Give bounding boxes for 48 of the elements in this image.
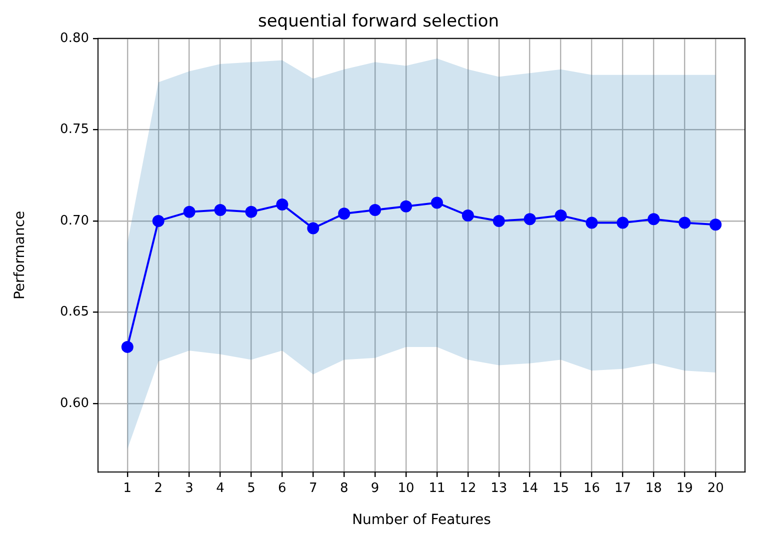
x-tick-label: 11 <box>428 481 446 496</box>
x-tick-label: 10 <box>398 481 414 496</box>
x-tick-label: 2 <box>154 481 163 496</box>
x-tick-label: 1 <box>123 481 132 496</box>
x-tick-label: 18 <box>645 481 662 496</box>
point <box>492 214 505 227</box>
x-tick-label: 13 <box>490 481 508 496</box>
point <box>430 196 443 209</box>
point <box>524 213 536 226</box>
point <box>276 198 288 211</box>
x-tick-label: 16 <box>583 481 600 496</box>
y-tick-label: 0.70 <box>60 213 89 228</box>
point <box>678 216 691 229</box>
x-tick-label: 20 <box>707 481 724 496</box>
x-tick-label: 14 <box>522 481 538 496</box>
x-tick-label: 15 <box>552 481 570 496</box>
point <box>121 340 134 353</box>
x-axis-title: Number of Features <box>352 512 491 528</box>
y-axis-title: Performance <box>12 210 28 300</box>
point <box>462 209 474 222</box>
x-tick-label: 9 <box>370 481 380 496</box>
point <box>586 216 598 229</box>
point <box>710 218 722 231</box>
point <box>400 200 412 212</box>
point <box>648 213 660 226</box>
x-tick-label: 4 <box>216 481 224 496</box>
chart-title: sequential forward selection <box>258 12 500 32</box>
point <box>616 216 629 229</box>
x-tick-label: 12 <box>460 481 476 496</box>
y-tick-label: 0.60 <box>60 396 89 411</box>
y-tick-label: 0.80 <box>60 30 89 46</box>
point <box>307 222 320 234</box>
x-tick-label: 7 <box>309 481 318 496</box>
x-tick-label: 5 <box>247 481 256 496</box>
point <box>554 209 567 222</box>
x-tick-label: 17 <box>614 481 631 496</box>
point <box>183 206 196 218</box>
y-tick-label: 0.65 <box>60 304 89 320</box>
point <box>152 214 164 227</box>
point <box>369 204 382 216</box>
x-tick-label: 3 <box>185 481 194 496</box>
x-tick-label: 8 <box>340 481 348 496</box>
point <box>338 208 350 220</box>
point <box>214 204 226 216</box>
x-tick-label: 6 <box>278 481 286 496</box>
y-tick-label: 0.75 <box>60 122 89 138</box>
point <box>245 206 258 218</box>
x-tick-label: 19 <box>676 481 693 496</box>
